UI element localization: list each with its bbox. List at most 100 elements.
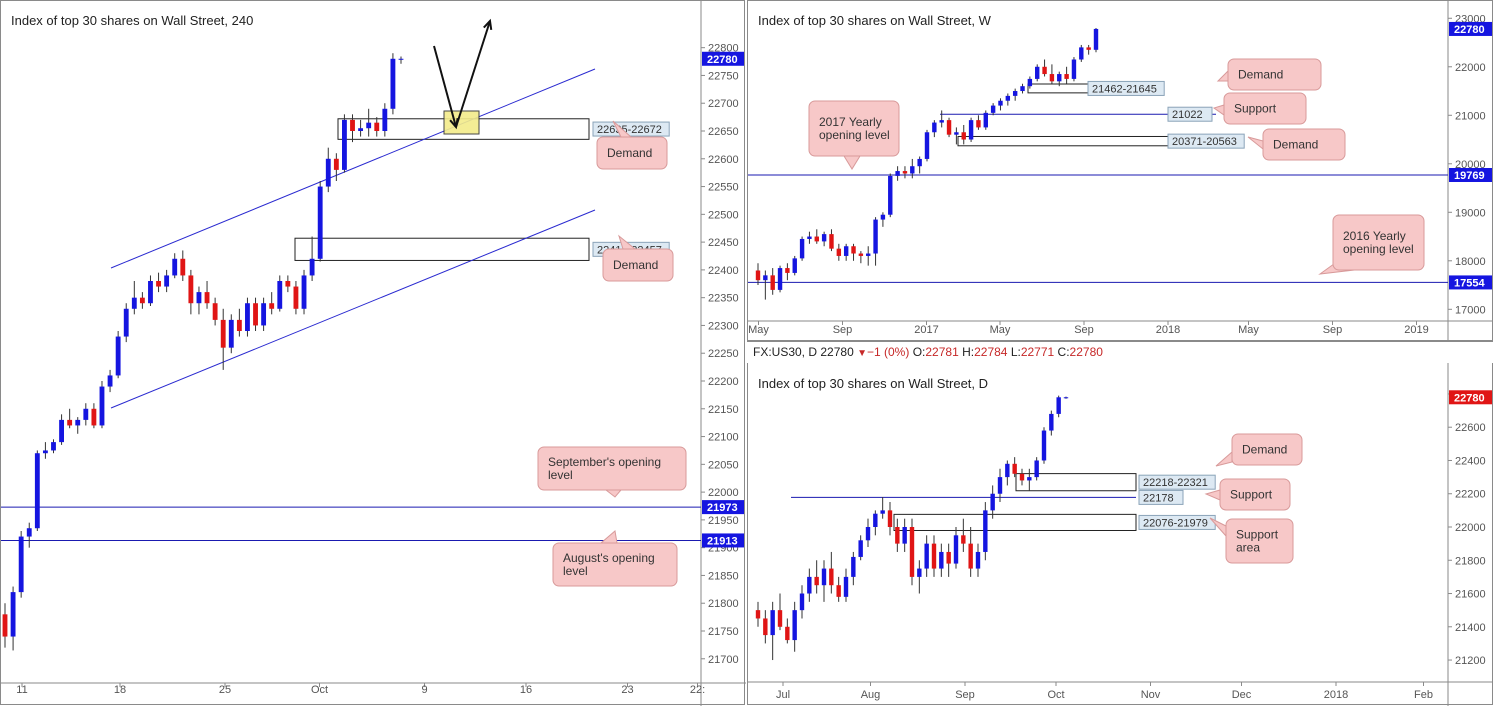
daily-chart-panel[interactable]: Index of top 30 shares on Wall Street, D… bbox=[747, 341, 1493, 706]
y-tick-label: 21800 bbox=[708, 598, 739, 610]
daily-ohlc-info-bar: FX:US30, D 22780 ▼−1 (0%) O:22781 H:2278… bbox=[747, 341, 1493, 363]
y-tick-label: 21850 bbox=[708, 570, 739, 582]
chart-title: Index of top 30 shares on Wall Street, W bbox=[758, 13, 992, 28]
x-tick-label: Sep bbox=[955, 689, 975, 701]
candle-body bbox=[59, 419, 64, 443]
candle-body bbox=[366, 122, 372, 129]
candle-body bbox=[873, 513, 878, 527]
zone-label-box bbox=[1138, 474, 1216, 490]
candle-body bbox=[212, 303, 218, 320]
candle-body bbox=[843, 246, 849, 256]
candle-body bbox=[236, 319, 242, 331]
price-tag-label: 22780 bbox=[707, 54, 738, 66]
candle-body bbox=[895, 527, 900, 544]
h4-chart-canvas[interactable]: Index of top 30 shares on Wall Street, 2… bbox=[1, 1, 746, 706]
candle-body bbox=[880, 510, 885, 514]
x-tick-label: 2017 bbox=[914, 324, 938, 336]
price-tag-label: 17554 bbox=[1454, 277, 1485, 289]
candle-body bbox=[350, 119, 355, 131]
y-tick-label: 22600 bbox=[1455, 422, 1486, 434]
x-tick-label: Feb bbox=[1414, 689, 1433, 701]
candle-body bbox=[204, 292, 210, 304]
candle-body bbox=[382, 108, 388, 131]
zone-label-box bbox=[1167, 133, 1245, 149]
candle-body bbox=[931, 543, 937, 569]
y-tick-label: 22400 bbox=[1455, 455, 1486, 467]
x-tick-label: 16 bbox=[520, 684, 532, 696]
candle-body bbox=[261, 303, 267, 326]
candle-body bbox=[814, 236, 819, 242]
h4-chart-panel[interactable]: Index of top 30 shares on Wall Street, 2… bbox=[0, 0, 746, 706]
candle-body bbox=[2, 614, 8, 637]
candle-body bbox=[770, 275, 775, 290]
candle-body bbox=[67, 419, 73, 426]
candle-body bbox=[1035, 66, 1040, 79]
candle-body bbox=[374, 122, 380, 131]
candle-body bbox=[924, 543, 929, 569]
candle-body bbox=[997, 477, 1003, 494]
candle-body bbox=[924, 132, 930, 159]
y-tick-label: 19000 bbox=[1455, 207, 1486, 219]
candle-body bbox=[939, 120, 944, 123]
x-tick-label: 2019 bbox=[1404, 324, 1428, 336]
candle-body bbox=[301, 275, 307, 309]
candle-body bbox=[866, 253, 871, 256]
candle-body bbox=[954, 132, 959, 135]
x-tick-label: Nov bbox=[1141, 689, 1161, 701]
y-tick-label: 21400 bbox=[1455, 622, 1486, 634]
price-tag bbox=[1449, 21, 1492, 36]
channel-line bbox=[110, 68, 596, 269]
candle-body bbox=[1056, 397, 1061, 414]
candle-body bbox=[836, 248, 842, 256]
low-value: 22771 bbox=[1020, 345, 1055, 359]
arrow-line bbox=[455, 20, 491, 128]
candle-body bbox=[1020, 86, 1025, 92]
y-tick-label: 21000 bbox=[1455, 110, 1486, 122]
weekly-chart-canvas[interactable]: Index of top 30 shares on Wall Street, W… bbox=[748, 1, 1493, 342]
callout-text: Support bbox=[1234, 102, 1277, 116]
zone-label: 20371-20563 bbox=[1172, 136, 1237, 148]
open-label: O: bbox=[912, 345, 926, 359]
price-tag-label: 22780 bbox=[1454, 24, 1485, 36]
candle-body bbox=[792, 258, 797, 273]
y-tick-label: 22000 bbox=[708, 487, 739, 499]
weekly-chart-panel[interactable]: Index of top 30 shares on Wall Street, W… bbox=[747, 0, 1493, 342]
y-tick-label: 22050 bbox=[708, 459, 739, 471]
candle-body bbox=[1012, 463, 1017, 474]
candle-body bbox=[968, 543, 973, 569]
y-tick-label: 22250 bbox=[708, 348, 739, 360]
candle-body bbox=[953, 535, 959, 564]
candle-body bbox=[983, 510, 988, 552]
price-tag bbox=[702, 51, 744, 66]
candle-body bbox=[961, 132, 966, 140]
candle-body bbox=[42, 450, 48, 454]
candle-body bbox=[148, 281, 153, 304]
y-tick-label: 22500 bbox=[708, 209, 739, 221]
callout-text: September's opening level bbox=[548, 455, 661, 482]
candle-body bbox=[75, 419, 81, 426]
callout-box bbox=[602, 248, 674, 282]
candle-body bbox=[253, 303, 258, 326]
arrow-head-icon bbox=[483, 18, 493, 31]
candle-body bbox=[910, 166, 915, 174]
chart-title: Index of top 30 shares on Wall Street, 2… bbox=[11, 13, 253, 28]
callout-text: Demand bbox=[607, 146, 652, 160]
high-label: H: bbox=[962, 345, 975, 359]
callout-pointer bbox=[604, 489, 623, 498]
y-tick-label: 22000 bbox=[1455, 522, 1486, 534]
candle-body bbox=[990, 493, 995, 511]
candle-body bbox=[880, 214, 886, 220]
candle-body bbox=[799, 593, 805, 611]
callout-box bbox=[552, 542, 678, 587]
candle-body bbox=[821, 568, 827, 586]
candle-body bbox=[1027, 477, 1032, 481]
candle-body bbox=[917, 158, 922, 167]
price-tag bbox=[1449, 275, 1492, 290]
zone-label: 22635-22672 bbox=[597, 124, 662, 136]
y-tick-label: 21750 bbox=[708, 626, 739, 638]
candle-body bbox=[107, 375, 113, 387]
y-tick-label: 22200 bbox=[708, 376, 739, 388]
daily-chart-canvas[interactable]: Index of top 30 shares on Wall Street, D… bbox=[748, 342, 1493, 706]
candle-body bbox=[115, 336, 121, 376]
y-tick-label: 22300 bbox=[708, 320, 739, 332]
